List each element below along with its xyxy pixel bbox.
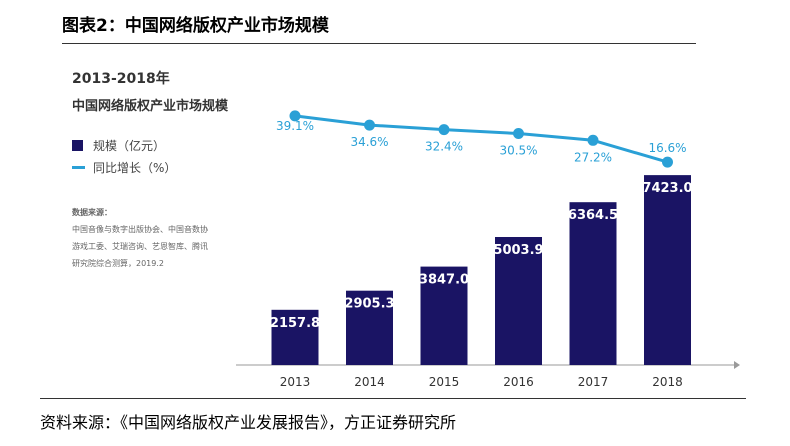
bar [495, 237, 542, 365]
x-tick-label: 2017 [578, 375, 609, 389]
bar [346, 290, 393, 365]
legend-item-line: 同比增长（%） [72, 156, 176, 178]
bar-swatch-icon [72, 139, 83, 151]
bar [569, 202, 617, 365]
bar [644, 175, 691, 365]
growth-point [438, 124, 450, 136]
x-tick-label: 2013 [280, 375, 311, 389]
growth-value-label: 32.4% [425, 140, 463, 154]
growth-point [364, 119, 375, 131]
x-axis-arrow-icon [734, 361, 740, 369]
growth-value-label: 27.2% [574, 150, 612, 164]
chart-title: 中国网络版权产业市场规模 [72, 99, 229, 114]
bar [271, 309, 319, 365]
figure-title: 图表2：中国网络版权产业市场规模 [62, 16, 329, 36]
growth-point [662, 156, 673, 168]
legend: 规模（亿元） 同比增长（%） [72, 134, 176, 178]
x-tick-label: 2016 [503, 375, 534, 389]
data-source-heading: 数据来源： [72, 208, 112, 217]
bottom-rule [40, 398, 746, 399]
bar-value-label: 2157.8 [270, 316, 320, 331]
x-tick-label: 2014 [354, 375, 385, 389]
x-tick-label: 2018 [652, 375, 683, 389]
x-tick-label: 2015 [429, 375, 460, 389]
growth-value-label: 34.6% [350, 135, 388, 149]
bar-value-label: 3847.0 [419, 273, 469, 288]
bar-value-label: 7423.0 [642, 181, 692, 196]
data-source-note: 数据来源： 中国音像与数字出版协会、中国音数协 游戏工委、艾瑞咨询、艺恩智库、腾… [72, 204, 208, 272]
growth-point [587, 134, 599, 146]
bar-value-label: 2905.3 [344, 297, 394, 312]
legend-label-bar: 规模（亿元） [93, 138, 166, 153]
bar [420, 266, 468, 365]
chart-year-range: 2013-2018年 [72, 71, 170, 87]
growth-value-label: 39.1% [276, 119, 314, 133]
data-source-line: 研究院综合测算，2019.2 [72, 259, 164, 268]
top-rule [62, 43, 696, 44]
growth-line [294, 114, 668, 164]
bar-value-label: 6364.5 [568, 208, 618, 223]
line-swatch-icon [72, 165, 85, 169]
legend-item-bar: 规模（亿元） [72, 134, 176, 156]
growth-point [513, 128, 524, 140]
bar-value-label: 5003.9 [493, 243, 543, 258]
growth-value-label: 16.6% [648, 141, 686, 155]
legend-label-line: 同比增长（%） [93, 160, 177, 175]
growth-point [289, 110, 301, 122]
growth-value-label: 30.5% [499, 144, 537, 158]
data-source-line: 游戏工委、艾瑞咨询、艺恩智库、腾讯 [72, 242, 208, 251]
source-note: 资料来源：《中国网络版权产业发展报告》，方正证券研究所 [40, 413, 457, 432]
data-source-line: 中国音像与数字出版协会、中国音数协 [72, 225, 208, 234]
